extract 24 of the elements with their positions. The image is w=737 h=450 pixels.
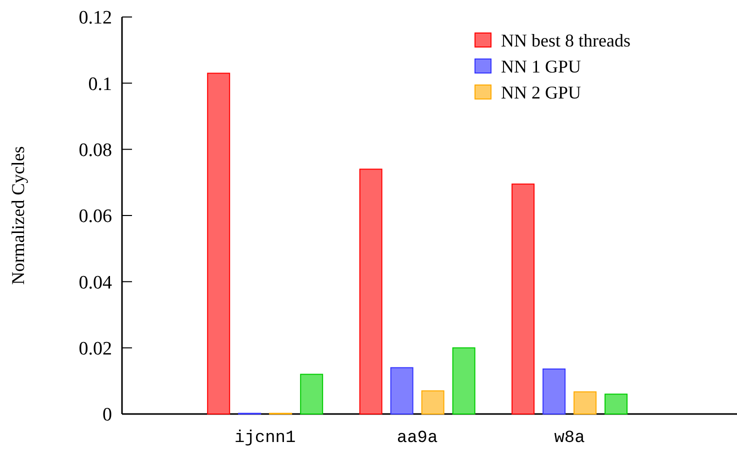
y-tick-label: 0.1 [88,74,112,95]
legend-label: NN 2 GPU [501,82,582,102]
y-tick-label: 0.06 [78,206,112,228]
y-tick-label: 0.04 [78,272,112,294]
x-tick-label: w8a [554,429,585,448]
bar [390,367,414,414]
bar [421,390,444,414]
bar [452,347,476,414]
bar [574,391,597,414]
bar [512,184,535,414]
y-tick-label: 0 [102,404,112,426]
bar [300,374,324,414]
y-tick-label: 0.02 [78,338,112,360]
x-tick-label: ijcnn1 [234,429,296,448]
y-tick-label: 0.12 [78,8,112,29]
legend-label: NN best 8 threads [501,30,630,50]
bar [542,368,566,414]
y-axis-title: Normalized Cycles [8,146,28,285]
legend-label: NN 1 GPU [501,56,582,76]
bar [359,168,382,414]
y-tick-label: 0.08 [78,140,112,161]
x-tick-label: aa9a [396,429,438,448]
bar [207,72,230,414]
bar [604,394,628,414]
